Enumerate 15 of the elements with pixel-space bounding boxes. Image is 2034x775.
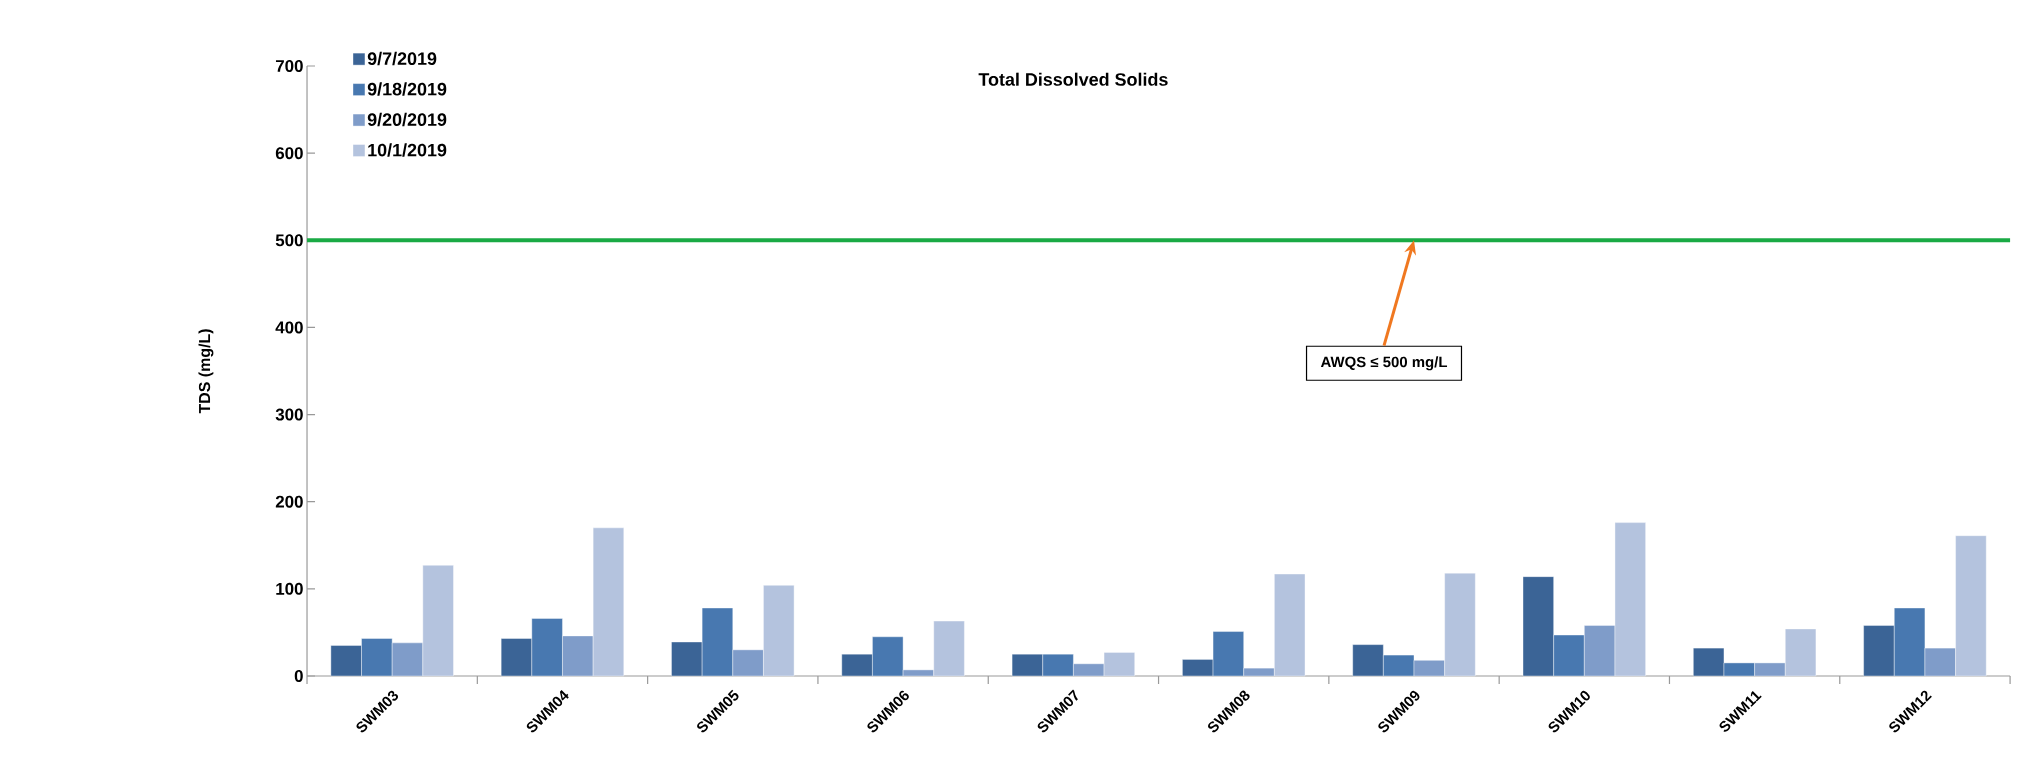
y-tick-label: 700: [275, 59, 303, 72]
chart-title: Total Dissolved Solids: [978, 72, 1168, 86]
annotation: AWQS ≤ 500 mg/L: [1320, 356, 1448, 371]
legend-label: 9/20/2019: [367, 112, 447, 127]
legend-label: 9/18/2019: [367, 82, 447, 96]
y-tick-label: 300: [275, 408, 303, 421]
y-tick-label: 400: [275, 321, 303, 334]
y-axis-title: TDS (mg/L): [198, 329, 214, 414]
legend-label: 9/7/2019: [367, 51, 437, 66]
y-tick-label: 0: [294, 669, 303, 682]
y-tick-label: 600: [275, 147, 303, 160]
y-tick-label: 100: [276, 582, 303, 595]
y-tick-label: 500: [275, 234, 303, 247]
legend-label: 10/1/2019: [368, 143, 447, 157]
y-tick-label: 200: [275, 495, 303, 508]
